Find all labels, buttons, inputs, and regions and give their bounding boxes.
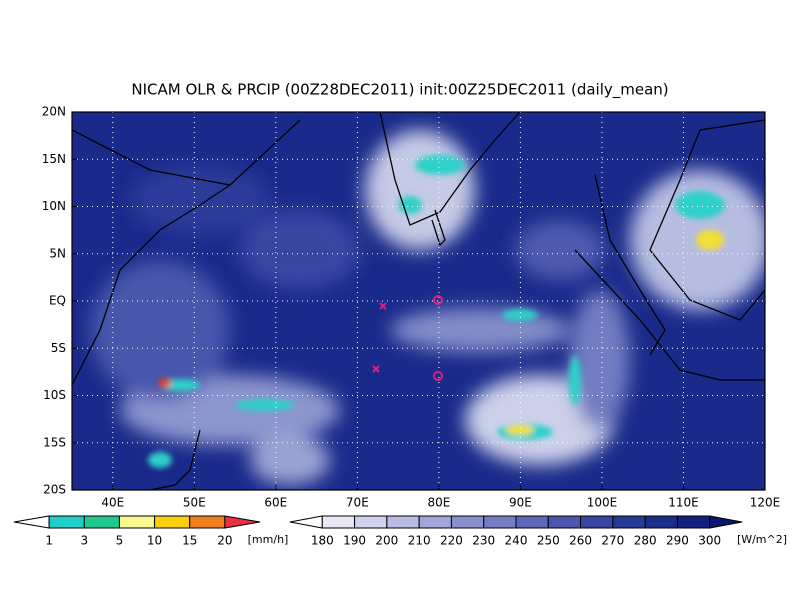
legend-label: 240: [505, 534, 528, 548]
legend-label: 5: [116, 534, 124, 548]
legend-label: 20: [217, 534, 232, 548]
lat-label: EQ: [49, 294, 66, 308]
legend-label: 250: [537, 534, 560, 548]
legend-box: [612, 515, 646, 529]
lon-label: 50E: [183, 496, 206, 510]
legend-arrow: [289, 515, 323, 529]
legend-box: [386, 515, 420, 529]
lon-label: 120E: [750, 496, 781, 510]
legend-box: [644, 515, 678, 529]
lon-label: 40E: [101, 496, 124, 510]
legend-box: [354, 515, 388, 529]
legend-box: [676, 515, 711, 529]
lon-label: 110E: [668, 496, 699, 510]
legend-label: 300: [698, 534, 721, 548]
legend-box: [580, 515, 614, 529]
legend-label: 210: [408, 534, 431, 548]
lat-label: 15S: [43, 435, 66, 449]
legend-label: 290: [666, 534, 689, 548]
lat-label: 10S: [43, 388, 66, 402]
legend-label: 3: [80, 534, 88, 548]
legend-unit: [mm/h]: [248, 533, 289, 546]
legend-label: 220: [440, 534, 463, 548]
legend-arrow: [224, 515, 261, 529]
legend-box: [83, 515, 120, 529]
legend-box: [450, 515, 485, 529]
legend-label: 180: [311, 534, 334, 548]
legend-label: 200: [375, 534, 398, 548]
legend-box: [118, 515, 156, 529]
legend-arrow: [13, 515, 50, 529]
lon-label: 60E: [264, 496, 287, 510]
legend-label: 230: [472, 534, 495, 548]
lat-label: 20S: [43, 483, 66, 497]
coastlines: [72, 112, 765, 490]
legend-label: 1: [45, 534, 53, 548]
legend-label: 260: [569, 534, 592, 548]
legend-label: 15: [182, 534, 197, 548]
legends: 1 3 5 10 15 20 [mm/h] 180 190 200 210 220 230 240 250 2…: [13, 515, 787, 548]
lat-label: 5N: [49, 246, 66, 260]
legend-box: [154, 515, 191, 529]
legend-box: [189, 515, 226, 529]
legend-unit: [W/m^2]: [737, 533, 787, 546]
legend-box: [418, 515, 452, 529]
graticule: [72, 112, 765, 490]
legend-label: 10: [147, 534, 162, 548]
lon-label: 90E: [509, 496, 532, 510]
lat-label: 10N: [42, 199, 66, 213]
map-title: NICAM OLR & PRCIP (00Z28DEC2011) init:00…: [131, 81, 668, 100]
olr-field: [72, 112, 765, 490]
legend-box: [48, 515, 85, 529]
lat-label: 15N: [42, 152, 66, 166]
lat-label: 20N: [42, 105, 66, 119]
lat-label: 5S: [51, 341, 66, 355]
legend-label: 280: [634, 534, 657, 548]
legend-label: 270: [601, 534, 624, 548]
lon-label: 100E: [587, 496, 618, 510]
markers: [372, 295, 443, 381]
legend-label: 190: [343, 534, 366, 548]
legend-box: [483, 515, 517, 529]
legend-box: [321, 515, 356, 529]
lon-label: 80E: [427, 496, 450, 510]
legend-box: [515, 515, 549, 529]
legend-box: [547, 515, 582, 529]
lon-label: 70E: [346, 496, 369, 510]
legend-arrow: [709, 515, 743, 529]
